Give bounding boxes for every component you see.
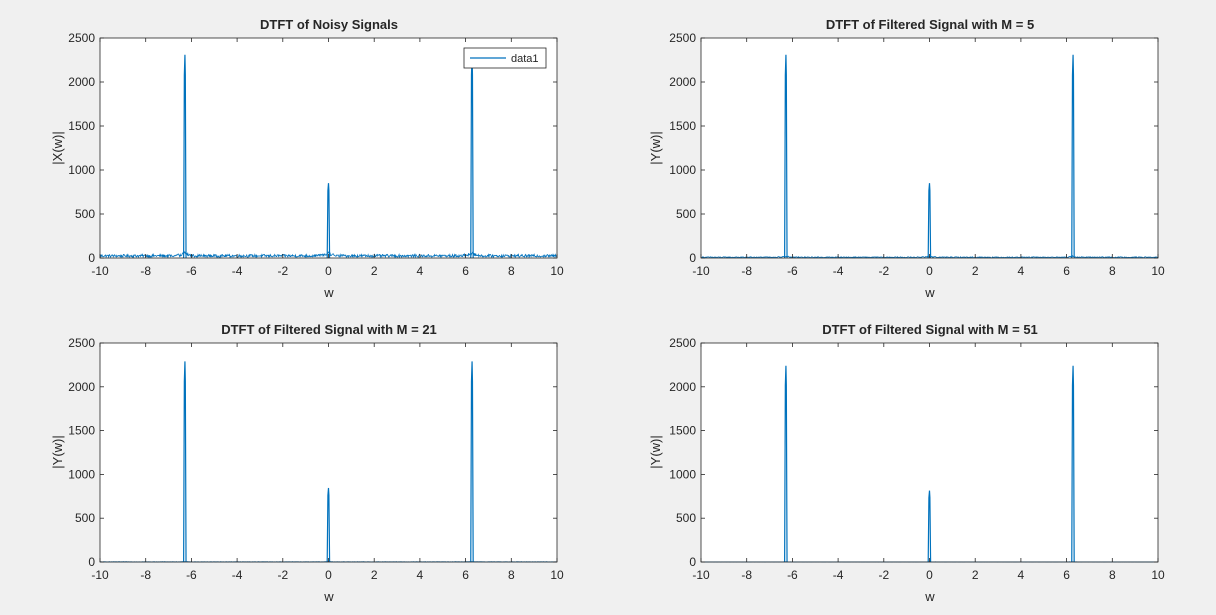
y-tick-label: 1500 xyxy=(669,119,696,133)
subplot-filtered-m51: DTFT of Filtered Signal with M = 51 w |Y… xyxy=(648,322,1165,604)
x-tick-label: 4 xyxy=(1018,568,1025,582)
y-tick-label: 500 xyxy=(75,511,95,525)
x-tick-label: -4 xyxy=(833,264,844,278)
x-tick-label: 0 xyxy=(325,568,332,582)
x-tick-label: -8 xyxy=(741,568,752,582)
y-tick-label: 1500 xyxy=(68,424,95,438)
y-tick-label: 2000 xyxy=(669,380,696,394)
x-tick-label: -2 xyxy=(277,264,288,278)
x-tick-label: 8 xyxy=(508,264,515,278)
subplot-noisy-signals: DTFT of Noisy Signals w |X(w)| -10 -8 -6 -4… xyxy=(50,17,564,300)
x-tick-label: 6 xyxy=(462,568,469,582)
y-tick-label: 500 xyxy=(75,207,95,221)
legend-entry-label: data1 xyxy=(511,53,539,65)
axes-background xyxy=(701,343,1158,562)
x-tick-label: 4 xyxy=(1018,264,1025,278)
x-tick-label: -10 xyxy=(692,568,710,582)
y-tick-label: 2500 xyxy=(68,31,95,45)
x-tick-label: -8 xyxy=(140,568,151,582)
x-tick-label: -10 xyxy=(91,568,109,582)
x-tick-label: 8 xyxy=(1109,264,1116,278)
legend[interactable]: data1 xyxy=(464,48,546,68)
x-tick-label: 0 xyxy=(926,264,933,278)
x-tick-label: -6 xyxy=(787,568,798,582)
x-tick-label: -6 xyxy=(186,568,197,582)
x-tick-label: 6 xyxy=(1063,264,1070,278)
x-tick-label: 4 xyxy=(417,264,424,278)
x-tick-label: -2 xyxy=(277,568,288,582)
y-tick-label: 1000 xyxy=(669,163,696,177)
x-axis-label: w xyxy=(323,285,334,300)
chart-title: DTFT of Filtered Signal with M = 21 xyxy=(221,322,437,337)
x-tick-label: -2 xyxy=(878,264,889,278)
x-tick-label: -6 xyxy=(787,264,798,278)
y-tick-label: 2000 xyxy=(68,380,95,394)
x-tick-label: 10 xyxy=(550,568,564,582)
y-axis-label: |X(w)| xyxy=(50,131,65,164)
x-tick-label: 0 xyxy=(926,568,933,582)
y-tick-label: 0 xyxy=(689,555,696,569)
y-tick-label: 1000 xyxy=(68,163,95,177)
x-axis-label: w xyxy=(323,589,334,604)
y-tick-label: 500 xyxy=(676,511,696,525)
y-tick-label: 0 xyxy=(88,555,95,569)
x-tick-label: -6 xyxy=(186,264,197,278)
x-tick-label: -2 xyxy=(878,568,889,582)
y-axis-label: |Y(w)| xyxy=(648,131,663,164)
x-tick-label: 10 xyxy=(1151,264,1165,278)
x-axis-label: w xyxy=(924,589,935,604)
axes-background xyxy=(100,38,557,258)
axes-background xyxy=(701,38,1158,258)
y-tick-label: 2000 xyxy=(669,75,696,89)
x-tick-label: 10 xyxy=(550,264,564,278)
y-tick-label: 1500 xyxy=(669,424,696,438)
x-tick-label: 4 xyxy=(417,568,424,582)
y-tick-label: 1500 xyxy=(68,119,95,133)
x-tick-label: -4 xyxy=(232,568,243,582)
x-tick-label: 10 xyxy=(1151,568,1165,582)
y-tick-label: 2500 xyxy=(669,31,696,45)
chart-title: DTFT of Filtered Signal with M = 51 xyxy=(822,322,1038,337)
y-tick-label: 2500 xyxy=(669,336,696,350)
x-tick-label: 0 xyxy=(325,264,332,278)
y-tick-label: 0 xyxy=(689,251,696,265)
x-tick-label: -4 xyxy=(232,264,243,278)
x-tick-label: -10 xyxy=(91,264,109,278)
y-axis-label: |Y(w)| xyxy=(648,435,663,468)
x-tick-label: 8 xyxy=(1109,568,1116,582)
x-tick-label: -10 xyxy=(692,264,710,278)
subplot-filtered-m21: DTFT of Filtered Signal with M = 21 w |Y… xyxy=(50,322,564,604)
x-axis-label: w xyxy=(924,285,935,300)
y-tick-label: 2500 xyxy=(68,336,95,350)
x-tick-label: -8 xyxy=(140,264,151,278)
y-axis-label: |Y(w)| xyxy=(50,435,65,468)
x-tick-label: 2 xyxy=(371,568,378,582)
y-tick-label: 0 xyxy=(88,251,95,265)
y-tick-label: 500 xyxy=(676,207,696,221)
x-tick-label: 6 xyxy=(462,264,469,278)
chart-title: DTFT of Noisy Signals xyxy=(260,17,398,32)
subplot-filtered-m5: DTFT of Filtered Signal with M = 5 w |Y(… xyxy=(648,17,1165,300)
x-tick-label: -8 xyxy=(741,264,752,278)
y-tick-label: 1000 xyxy=(68,467,95,481)
y-tick-label: 2000 xyxy=(68,75,95,89)
chart-title: DTFT of Filtered Signal with M = 5 xyxy=(826,17,1034,32)
x-tick-label: 2 xyxy=(371,264,378,278)
axes-background xyxy=(100,343,557,562)
y-tick-label: 1000 xyxy=(669,467,696,481)
x-tick-label: 6 xyxy=(1063,568,1070,582)
x-tick-label: -4 xyxy=(833,568,844,582)
x-tick-label: 2 xyxy=(972,568,979,582)
x-tick-label: 8 xyxy=(508,568,515,582)
x-tick-label: 2 xyxy=(972,264,979,278)
